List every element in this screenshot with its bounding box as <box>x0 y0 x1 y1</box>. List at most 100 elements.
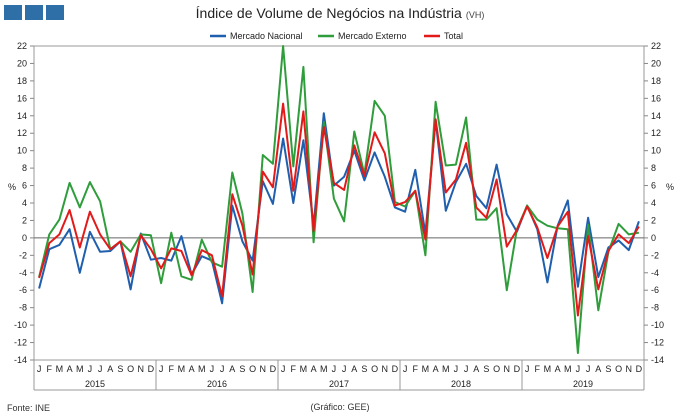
x-tick-label-year: 2015 <box>85 379 105 389</box>
x-tick-label-month: N <box>626 364 633 374</box>
x-tick-label-month: A <box>229 364 235 374</box>
x-tick-label-month: J <box>586 364 591 374</box>
x-tick-label-month: N <box>138 364 145 374</box>
y-tick-label-left: -14 <box>14 355 27 365</box>
y-tick-label-right: 4 <box>651 198 656 208</box>
y-tick-label-right: 20 <box>651 58 661 68</box>
y-tick-label-right: -6 <box>651 285 659 295</box>
x-tick-label-month: J <box>403 364 408 374</box>
x-tick-label-month: S <box>483 364 489 374</box>
legend-label: Mercado Nacional <box>230 31 303 41</box>
x-tick-label-month: A <box>555 364 561 374</box>
chart-credit: (Gráfico: GEE) <box>310 402 370 412</box>
x-tick-label-month: J <box>576 364 581 374</box>
legend-label: Mercado Externo <box>338 31 407 41</box>
x-tick-label-month: M <box>564 364 572 374</box>
x-tick-label-month: D <box>514 364 521 374</box>
y-tick-label-right: -10 <box>651 320 664 330</box>
y-tick-label-right: -14 <box>651 355 664 365</box>
x-tick-label-month: M <box>198 364 206 374</box>
y-axis-label-left: % <box>8 182 16 192</box>
y-tick-label-left: 22 <box>17 41 27 51</box>
y-tick-label-left: 14 <box>17 111 27 121</box>
logo-block <box>25 5 43 20</box>
y-tick-label-left: -12 <box>14 338 27 348</box>
source-note: Fonte: INE <box>7 403 51 413</box>
x-tick-label-month: J <box>464 364 469 374</box>
x-tick-label-month: F <box>535 364 541 374</box>
x-tick-label-month: J <box>332 364 337 374</box>
x-tick-label-year: 2019 <box>573 379 593 389</box>
y-tick-label-right: 22 <box>651 41 661 51</box>
x-tick-label-month: S <box>605 364 611 374</box>
y-tick-label-left: 0 <box>22 233 27 243</box>
x-tick-label-month: M <box>544 364 552 374</box>
x-tick-label-month: O <box>127 364 134 374</box>
y-tick-label-right: 6 <box>651 181 656 191</box>
x-tick-label-month: A <box>595 364 601 374</box>
y-tick-label-right: -12 <box>651 338 664 348</box>
x-tick-label-month: J <box>210 364 215 374</box>
x-tick-label-month: A <box>351 364 357 374</box>
x-tick-label-month: M <box>442 364 450 374</box>
x-tick-label-month: S <box>361 364 367 374</box>
x-tick-label-month: N <box>504 364 511 374</box>
chart-title-note: (VH) <box>465 10 485 20</box>
y-tick-label-left: -4 <box>19 268 27 278</box>
series-line-total <box>38 102 640 317</box>
x-tick-label-month: S <box>117 364 123 374</box>
logo-block <box>46 5 64 20</box>
y-tick-label-right: -4 <box>651 268 659 278</box>
x-tick-label-year: 2018 <box>451 379 471 389</box>
y-tick-label-right: 14 <box>651 111 661 121</box>
x-tick-label-month: O <box>371 364 378 374</box>
y-tick-label-left: -2 <box>19 250 27 260</box>
x-tick-label-month: J <box>37 364 42 374</box>
chart-title: Índice de Volume de Negócios na Indústri… <box>0 5 680 21</box>
y-tick-label-right: 16 <box>651 93 661 103</box>
x-tick-label-month: A <box>107 364 113 374</box>
x-tick-label-month: S <box>239 364 245 374</box>
x-tick-label-month: M <box>56 364 64 374</box>
x-tick-label-year: 2016 <box>207 379 227 389</box>
x-tick-label-month: A <box>473 364 479 374</box>
x-tick-label-month: D <box>148 364 155 374</box>
y-tick-label-right: 10 <box>651 146 661 156</box>
series-line-mercado-externo <box>38 45 640 354</box>
x-tick-label-month: J <box>88 364 93 374</box>
y-tick-label-left: 16 <box>17 93 27 103</box>
x-tick-label-month: J <box>454 364 459 374</box>
x-tick-label-month: A <box>433 364 439 374</box>
x-tick-label-month: F <box>413 364 419 374</box>
y-tick-label-right: 18 <box>651 76 661 86</box>
y-tick-label-right: 2 <box>651 215 656 225</box>
logo <box>4 5 64 20</box>
x-tick-label-month: D <box>392 364 399 374</box>
x-tick-label-month: J <box>98 364 103 374</box>
y-tick-label-left: 2 <box>22 215 27 225</box>
x-tick-label-month: A <box>189 364 195 374</box>
x-tick-label-month: F <box>169 364 175 374</box>
y-tick-label-left: -8 <box>19 303 27 313</box>
x-tick-label-month: N <box>260 364 267 374</box>
x-tick-label-month: J <box>342 364 347 374</box>
x-tick-label-month: D <box>270 364 277 374</box>
x-tick-label-year: 2017 <box>329 379 349 389</box>
chart-title-text: Índice de Volume de Negócios na Indústri… <box>195 5 462 21</box>
y-tick-label-left: 20 <box>17 58 27 68</box>
y-tick-label-right: -8 <box>651 303 659 313</box>
y-tick-label-left: -10 <box>14 320 27 330</box>
plot-frame <box>33 45 645 361</box>
x-tick-label-month: N <box>382 364 389 374</box>
y-tick-label-left: 12 <box>17 128 27 138</box>
x-tick-label-month: A <box>67 364 73 374</box>
y-tick-label-left: 6 <box>22 181 27 191</box>
legend-label: Total <box>444 31 463 41</box>
x-tick-label-month: J <box>525 364 530 374</box>
y-tick-label-left: 8 <box>22 163 27 173</box>
x-tick-label-month: J <box>281 364 286 374</box>
x-tick-label-month: J <box>159 364 164 374</box>
y-axis-label-right: % <box>666 182 674 192</box>
x-tick-label-month: M <box>422 364 430 374</box>
